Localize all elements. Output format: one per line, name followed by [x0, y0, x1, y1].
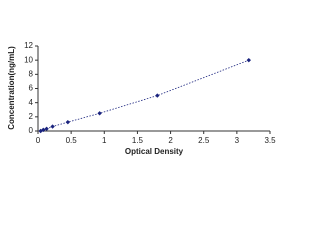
x-tick-label: 3 [235, 136, 240, 145]
data-point [155, 93, 160, 98]
x-tick-label: 0.5 [66, 136, 78, 145]
y-tick-label: 8 [29, 69, 34, 78]
data-point [97, 111, 102, 116]
data-point [44, 126, 49, 132]
data-point [41, 127, 46, 133]
x-tick-label: 3.5 [264, 136, 276, 145]
y-tick-label: 10 [24, 55, 33, 64]
data-point [50, 124, 55, 129]
y-tick-label: 4 [29, 98, 34, 107]
data-point [38, 128, 43, 134]
x-tick-label: 2.5 [198, 136, 210, 145]
y-tick-label: 6 [29, 84, 34, 93]
x-tick-label: 0 [36, 136, 41, 145]
chart: Optical Density Concentration(ng/mL) 0 2 4… [7, 41, 276, 156]
data-point [65, 119, 71, 125]
fit-line [40, 59, 249, 132]
y-axis-title: Concentration(ng/mL) [7, 46, 16, 130]
x-axis-title: Optical Density [125, 147, 184, 156]
x-tick-label: 1 [102, 136, 107, 145]
x-tick-label: 1.5 [132, 136, 144, 145]
data-point [246, 57, 251, 63]
y-tick-label: 0 [29, 126, 34, 135]
y-tick-label: 2 [29, 112, 34, 121]
y-tick-label: 12 [24, 41, 33, 50]
x-tick-label: 2 [168, 136, 173, 145]
